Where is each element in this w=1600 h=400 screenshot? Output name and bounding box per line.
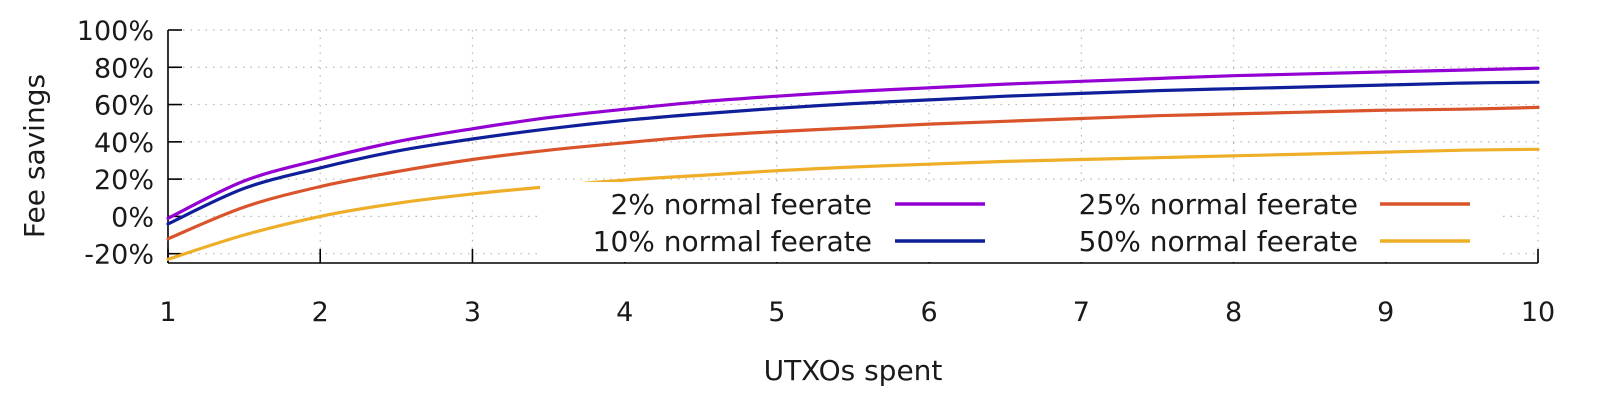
legend-label: 25% normal feerate [1079,188,1358,221]
y-tick-label: 0% [111,202,154,233]
y-tick-label: 60% [94,91,154,122]
x-axis-title: UTXOs spent [764,354,943,387]
x-tick-label: 8 [1225,297,1242,328]
x-tick-label: 4 [616,297,633,328]
x-tick-label: 3 [464,297,481,328]
series-lines [166,66,1540,261]
series-line [166,105,1540,241]
legend: 2% normal feerate 10% normal feerate 25% n… [540,182,1500,262]
series-line [166,147,1540,261]
legend-label: 50% normal feerate [1079,225,1358,258]
series-line [166,80,1540,226]
legend-background [540,182,1500,262]
y-tick-label: -20% [84,240,154,271]
y-tick-label: 80% [94,53,154,84]
x-tick-label: 5 [768,297,785,328]
y-tick-label: 40% [94,128,154,159]
x-tick-label: 6 [921,297,938,328]
x-tick-label: 7 [1073,297,1090,328]
y-axis-title: Fee savings [18,74,51,238]
ticks: -20% 0% 20% 40% 60% 80% 100% 1 2 3 4 5 6 7 8 9 10 [77,16,1555,328]
x-tick-label: 10 [1521,297,1555,328]
legend-label: 10% normal feerate [593,225,872,258]
series-line [166,66,1540,220]
y-tick-label: 100% [77,16,154,47]
x-tick-label: 9 [1377,297,1394,328]
x-tick-label: 2 [312,297,329,328]
legend-label: 2% normal feerate [610,188,872,221]
x-tick-label: 1 [159,297,176,328]
y-tick-label: 20% [94,165,154,196]
